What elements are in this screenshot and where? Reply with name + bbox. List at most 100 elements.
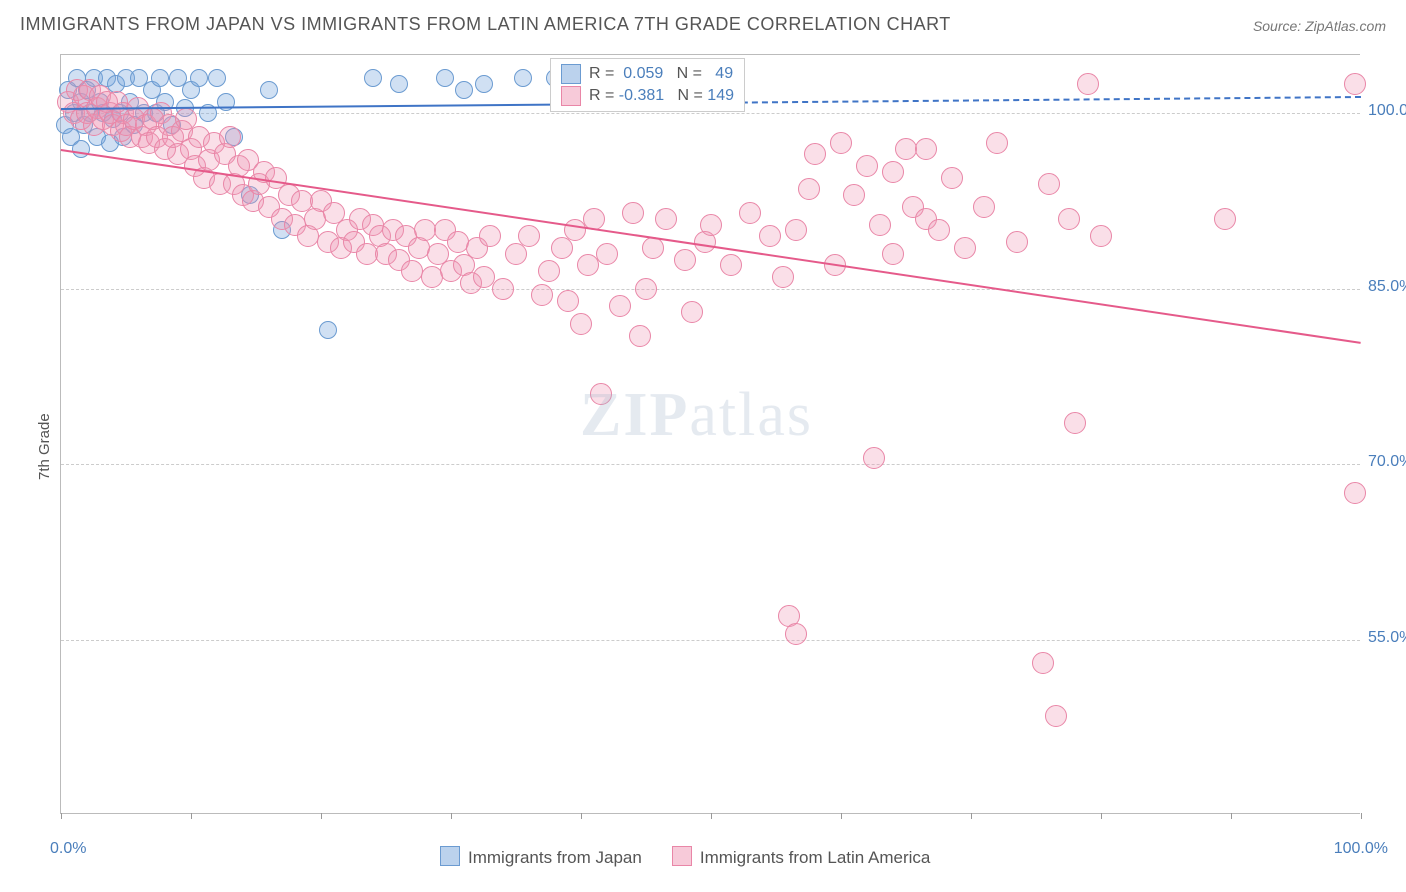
x-tick [451, 813, 452, 819]
data-point [785, 219, 807, 241]
y-tick-label: 100.0% [1368, 102, 1406, 120]
data-point [401, 260, 423, 282]
data-point [915, 138, 937, 160]
gridline [61, 113, 1360, 114]
data-point [518, 225, 540, 247]
data-point [928, 219, 950, 241]
data-point [492, 278, 514, 300]
x-axis-max-label: 100.0% [1334, 840, 1388, 858]
y-tick-label: 85.0% [1368, 278, 1406, 296]
data-point [390, 75, 408, 93]
data-point [869, 214, 891, 236]
data-point [479, 225, 501, 247]
data-point [1038, 173, 1060, 195]
data-point [856, 155, 878, 177]
x-tick [321, 813, 322, 819]
chart-title: IMMIGRANTS FROM JAPAN VS IMMIGRANTS FROM… [20, 14, 951, 35]
data-point [941, 167, 963, 189]
correlation-legend: R = 0.059 N = 49R = -0.381 N = 149 [550, 58, 745, 112]
y-tick-label: 55.0% [1368, 629, 1406, 647]
data-point [681, 301, 703, 323]
data-point [700, 214, 722, 236]
x-tick [971, 813, 972, 819]
data-point [414, 219, 436, 241]
data-point [882, 161, 904, 183]
data-point [785, 623, 807, 645]
trend-line [61, 149, 1361, 344]
data-point [882, 243, 904, 265]
data-point [1344, 482, 1366, 504]
data-point [260, 81, 278, 99]
data-point [772, 266, 794, 288]
data-point [590, 383, 612, 405]
data-point [1032, 652, 1054, 674]
data-point [863, 447, 885, 469]
data-point [1064, 412, 1086, 434]
x-tick [711, 813, 712, 819]
data-point [759, 225, 781, 247]
data-point [557, 290, 579, 312]
data-point [570, 313, 592, 335]
data-point [798, 178, 820, 200]
data-point [954, 237, 976, 259]
data-point [655, 208, 677, 230]
data-point [804, 143, 826, 165]
x-tick [581, 813, 582, 819]
data-point [635, 278, 657, 300]
y-axis-label: 7th Grade [36, 413, 53, 480]
data-point [720, 254, 742, 276]
data-point [830, 132, 852, 154]
data-point [190, 69, 208, 87]
data-point [1090, 225, 1112, 247]
scatter-plot-area [60, 54, 1360, 814]
data-point [1077, 73, 1099, 95]
data-point [514, 69, 532, 87]
data-point [219, 126, 241, 148]
data-point [531, 284, 553, 306]
data-point [1344, 73, 1366, 95]
x-tick [1101, 813, 1102, 819]
x-tick [61, 813, 62, 819]
data-point [319, 321, 337, 339]
data-point [642, 237, 664, 259]
x-tick [1361, 813, 1362, 819]
data-point [843, 184, 865, 206]
x-tick [1231, 813, 1232, 819]
data-point [151, 69, 169, 87]
gridline [61, 289, 1360, 290]
data-point [551, 237, 573, 259]
x-axis-min-label: 0.0% [50, 840, 86, 858]
legend-text: R = -0.381 N = 149 [589, 85, 734, 107]
data-point [895, 138, 917, 160]
legend-item: Immigrants from Latin America [672, 846, 931, 868]
data-point [609, 295, 631, 317]
legend-text: R = 0.059 N = 49 [589, 63, 733, 85]
series-legend: Immigrants from Japan Immigrants from Lat… [440, 846, 930, 868]
legend-row: R = -0.381 N = 149 [561, 85, 734, 107]
data-point [475, 75, 493, 93]
data-point [1058, 208, 1080, 230]
data-point [577, 254, 599, 276]
x-tick [191, 813, 192, 819]
x-tick [841, 813, 842, 819]
legend-label: Immigrants from Latin America [700, 848, 931, 867]
legend-swatch [672, 846, 692, 866]
data-point [473, 266, 495, 288]
gridline [61, 640, 1360, 641]
data-point [629, 325, 651, 347]
legend-item: Immigrants from Japan [440, 846, 642, 868]
source-label: Source: ZipAtlas.com [1253, 18, 1386, 34]
data-point [596, 243, 618, 265]
data-point [973, 196, 995, 218]
legend-swatch [561, 64, 581, 84]
data-point [1045, 705, 1067, 727]
data-point [455, 81, 473, 99]
legend-label: Immigrants from Japan [468, 848, 642, 867]
legend-swatch [561, 86, 581, 106]
legend-swatch [440, 846, 460, 866]
y-tick-label: 70.0% [1368, 453, 1406, 471]
data-point [986, 132, 1008, 154]
gridline [61, 464, 1360, 465]
data-point [564, 219, 586, 241]
data-point [1214, 208, 1236, 230]
